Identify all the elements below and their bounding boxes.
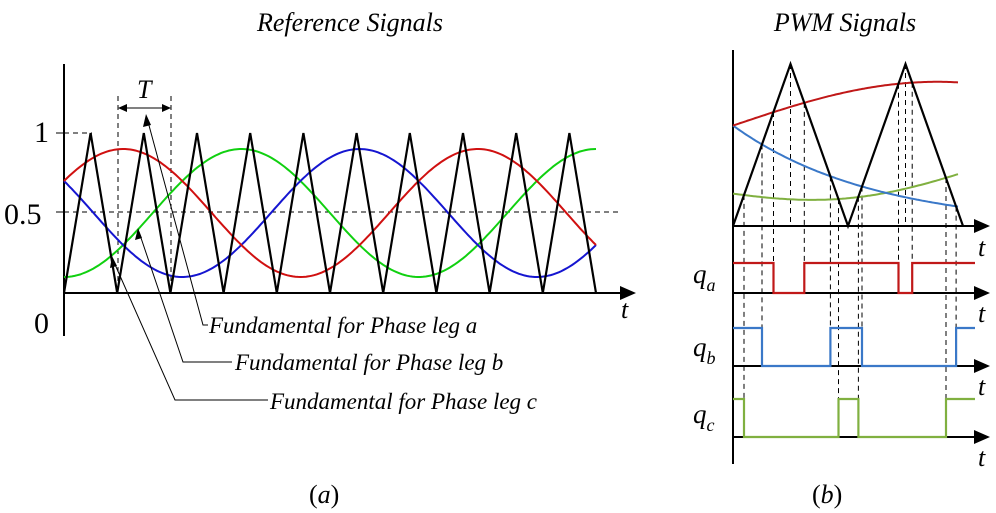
leader-phase-a	[146, 117, 208, 326]
fundamental-phase-c-curve	[63, 148, 597, 278]
label-qb-main: q	[693, 332, 707, 362]
period-arrow-left	[118, 104, 127, 112]
label-qc-sub: c	[707, 415, 715, 435]
panel-a-x-arrow	[620, 286, 636, 300]
panel-a-caption: (a)	[309, 480, 339, 509]
y-tick-1: 1	[34, 116, 49, 149]
panel-b-t-label-2: t	[978, 299, 986, 328]
pwm-ref-phase-b-curve	[732, 124, 959, 208]
panel-b-t-label-3: t	[978, 372, 986, 401]
label-qc-main: q	[693, 399, 707, 429]
label-qa-main: q	[693, 259, 707, 289]
pulse-train-qc	[733, 397, 975, 439]
annotation-phase-c: Fundamental for Phase leg c	[269, 389, 537, 414]
label-qc: qc	[693, 399, 715, 435]
triangle-carrier-a	[62, 132, 598, 294]
fundamental-phase-b-curve	[63, 147, 597, 278]
panel-b-qb-axis-arrow	[974, 359, 990, 373]
panel-b-qa-axis-arrow	[974, 286, 990, 300]
leader-phase-c	[112, 259, 268, 401]
panel-b-qc-axis-arrow	[974, 430, 990, 444]
caption-b-open: (	[812, 480, 821, 509]
pulse-train-qb	[733, 326, 975, 368]
panel-a-x-label: t	[621, 295, 629, 324]
leader-phase-c-arrow	[110, 256, 117, 268]
triangle-carrier-b	[731, 60, 965, 230]
label-qa-sub: a	[707, 275, 716, 295]
pwm-ref-phase-a-curve	[732, 80, 959, 127]
leader-phase-b	[138, 231, 232, 363]
panel-a-title: Reference Signals	[256, 8, 443, 37]
leader-phase-a-arrow	[143, 114, 151, 127]
leader-phase-b-arrow	[135, 228, 142, 240]
panel-b-caption: (b)	[812, 480, 842, 509]
caption-a-close: )	[331, 480, 340, 509]
pulse-train-qa	[733, 261, 975, 295]
caption-a-letter: a	[318, 480, 331, 509]
panel-b-t-label-4: t	[978, 443, 986, 472]
panel-b-t-label-1: t	[978, 233, 986, 262]
caption-a-open: (	[309, 480, 318, 509]
pwm-signals-panel: PWM Signals t t t t qa qb qc (b)	[693, 8, 990, 509]
panel-b-carrier-axis-arrow	[974, 219, 990, 233]
reference-signals-panel: Reference Signals 0 0.5 1 t T	[4, 8, 636, 509]
pwm-ref-phase-c-curve	[732, 173, 959, 201]
label-qa: qa	[693, 259, 716, 295]
label-qb: qb	[693, 332, 716, 368]
y-tick-0-5: 0.5	[4, 198, 42, 231]
annotation-phase-a: Fundamental for Phase leg a	[208, 313, 477, 338]
label-qb-sub: b	[707, 348, 716, 368]
y-tick-0: 0	[34, 307, 49, 340]
fundamental-phase-a-curve	[63, 148, 597, 279]
period-arrow-right	[162, 104, 171, 112]
panel-b-title: PWM Signals	[773, 8, 916, 37]
annotation-phase-b: Fundamental for Phase leg b	[234, 350, 503, 375]
period-label: T	[137, 75, 153, 104]
caption-b-letter: b	[821, 480, 834, 509]
caption-b-close: )	[834, 480, 843, 509]
